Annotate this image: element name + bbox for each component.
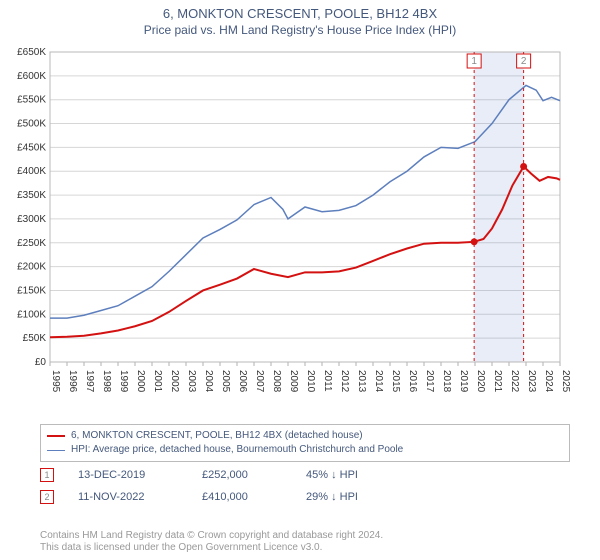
credit-line-2: This data is licensed under the Open Gov… [40,542,580,554]
svg-text:£650K: £650K [17,47,46,58]
sale-price: £252,000 [202,469,282,481]
sale-marker-icon: 2 [40,490,54,504]
svg-text:£200K: £200K [17,262,46,273]
chart-area: £0 £50K £100K £150K £200K £250K £300K £350K £400… [10,46,570,416]
svg-text:2006: 2006 [237,370,248,393]
credit-text: Contains HM Land Registry data © Crown c… [40,530,580,554]
legend-label-b: HPI: Average price, detached house, Bour… [71,443,403,457]
svg-text:2022: 2022 [509,370,520,393]
legend-row-a: 6, MONKTON CRESCENT, POOLE, BH12 4BX (de… [47,429,563,443]
svg-text:2000: 2000 [135,370,146,393]
svg-text:2013: 2013 [356,370,367,393]
svg-text:2017: 2017 [424,370,435,393]
svg-text:2002: 2002 [169,370,180,393]
sales-table: 1 13-DEC-2019 £252,000 45% ↓ HPI 2 11-NO… [40,466,580,510]
sale-row: 2 11-NOV-2022 £410,000 29% ↓ HPI [40,488,580,506]
sale-comparison: 29% ↓ HPI [306,491,386,503]
sale-date: 11-NOV-2022 [78,491,178,503]
svg-text:2007: 2007 [254,370,265,393]
svg-text:2025: 2025 [560,370,570,393]
svg-text:£100K: £100K [17,309,46,320]
svg-text:£0: £0 [35,357,47,368]
svg-text:£250K: £250K [17,238,46,249]
svg-text:£50K: £50K [23,333,47,344]
svg-text:2010: 2010 [305,370,316,393]
svg-text:2018: 2018 [441,370,452,393]
sale-price: £410,000 [202,491,282,503]
svg-text:£350K: £350K [17,190,46,201]
sale-comparison: 45% ↓ HPI [306,469,386,481]
svg-text:£300K: £300K [17,214,46,225]
svg-text:£550K: £550K [17,95,46,106]
svg-text:1999: 1999 [118,370,129,393]
svg-text:2001: 2001 [152,370,163,393]
svg-text:2009: 2009 [288,370,299,393]
svg-text:1996: 1996 [67,370,78,393]
svg-text:2016: 2016 [407,370,418,393]
svg-text:2003: 2003 [186,370,197,393]
legend-row-b: HPI: Average price, detached house, Bour… [47,443,563,457]
svg-text:2008: 2008 [271,370,282,393]
svg-text:£450K: £450K [17,142,46,153]
svg-text:1998: 1998 [101,370,112,393]
svg-text:1995: 1995 [50,370,61,393]
svg-text:1: 1 [471,56,477,67]
svg-text:2019: 2019 [458,370,469,393]
svg-text:2021: 2021 [492,370,503,393]
legend-swatch-a [47,435,65,437]
svg-text:£500K: £500K [17,119,46,130]
legend-box: 6, MONKTON CRESCENT, POOLE, BH12 4BX (de… [40,424,570,462]
sale-row: 1 13-DEC-2019 £252,000 45% ↓ HPI [40,466,580,484]
sale-marker-icon: 1 [40,468,54,482]
svg-text:£600K: £600K [17,71,46,82]
svg-text:2023: 2023 [526,370,537,393]
svg-text:£150K: £150K [17,285,46,296]
chart-title: 6, MONKTON CRESCENT, POOLE, BH12 4BX [0,0,600,21]
svg-text:2020: 2020 [475,370,486,393]
svg-text:2011: 2011 [322,370,333,392]
credit-line-1: Contains HM Land Registry data © Crown c… [40,530,580,542]
svg-text:2015: 2015 [390,370,401,393]
svg-text:2014: 2014 [373,370,384,393]
sale-date: 13-DEC-2019 [78,469,178,481]
svg-text:2012: 2012 [339,370,350,393]
svg-text:2: 2 [521,56,527,67]
legend-label-a: 6, MONKTON CRESCENT, POOLE, BH12 4BX (de… [71,429,363,443]
svg-text:2004: 2004 [203,370,214,393]
legend-swatch-b [47,450,65,451]
svg-text:2005: 2005 [220,370,231,393]
svg-text:1997: 1997 [84,370,95,393]
svg-text:2024: 2024 [543,370,554,393]
svg-text:£400K: £400K [17,166,46,177]
line-chart: £0 £50K £100K £150K £200K £250K £300K £350K £400… [10,46,570,416]
chart-subtitle: Price paid vs. HM Land Registry's House … [0,21,600,43]
